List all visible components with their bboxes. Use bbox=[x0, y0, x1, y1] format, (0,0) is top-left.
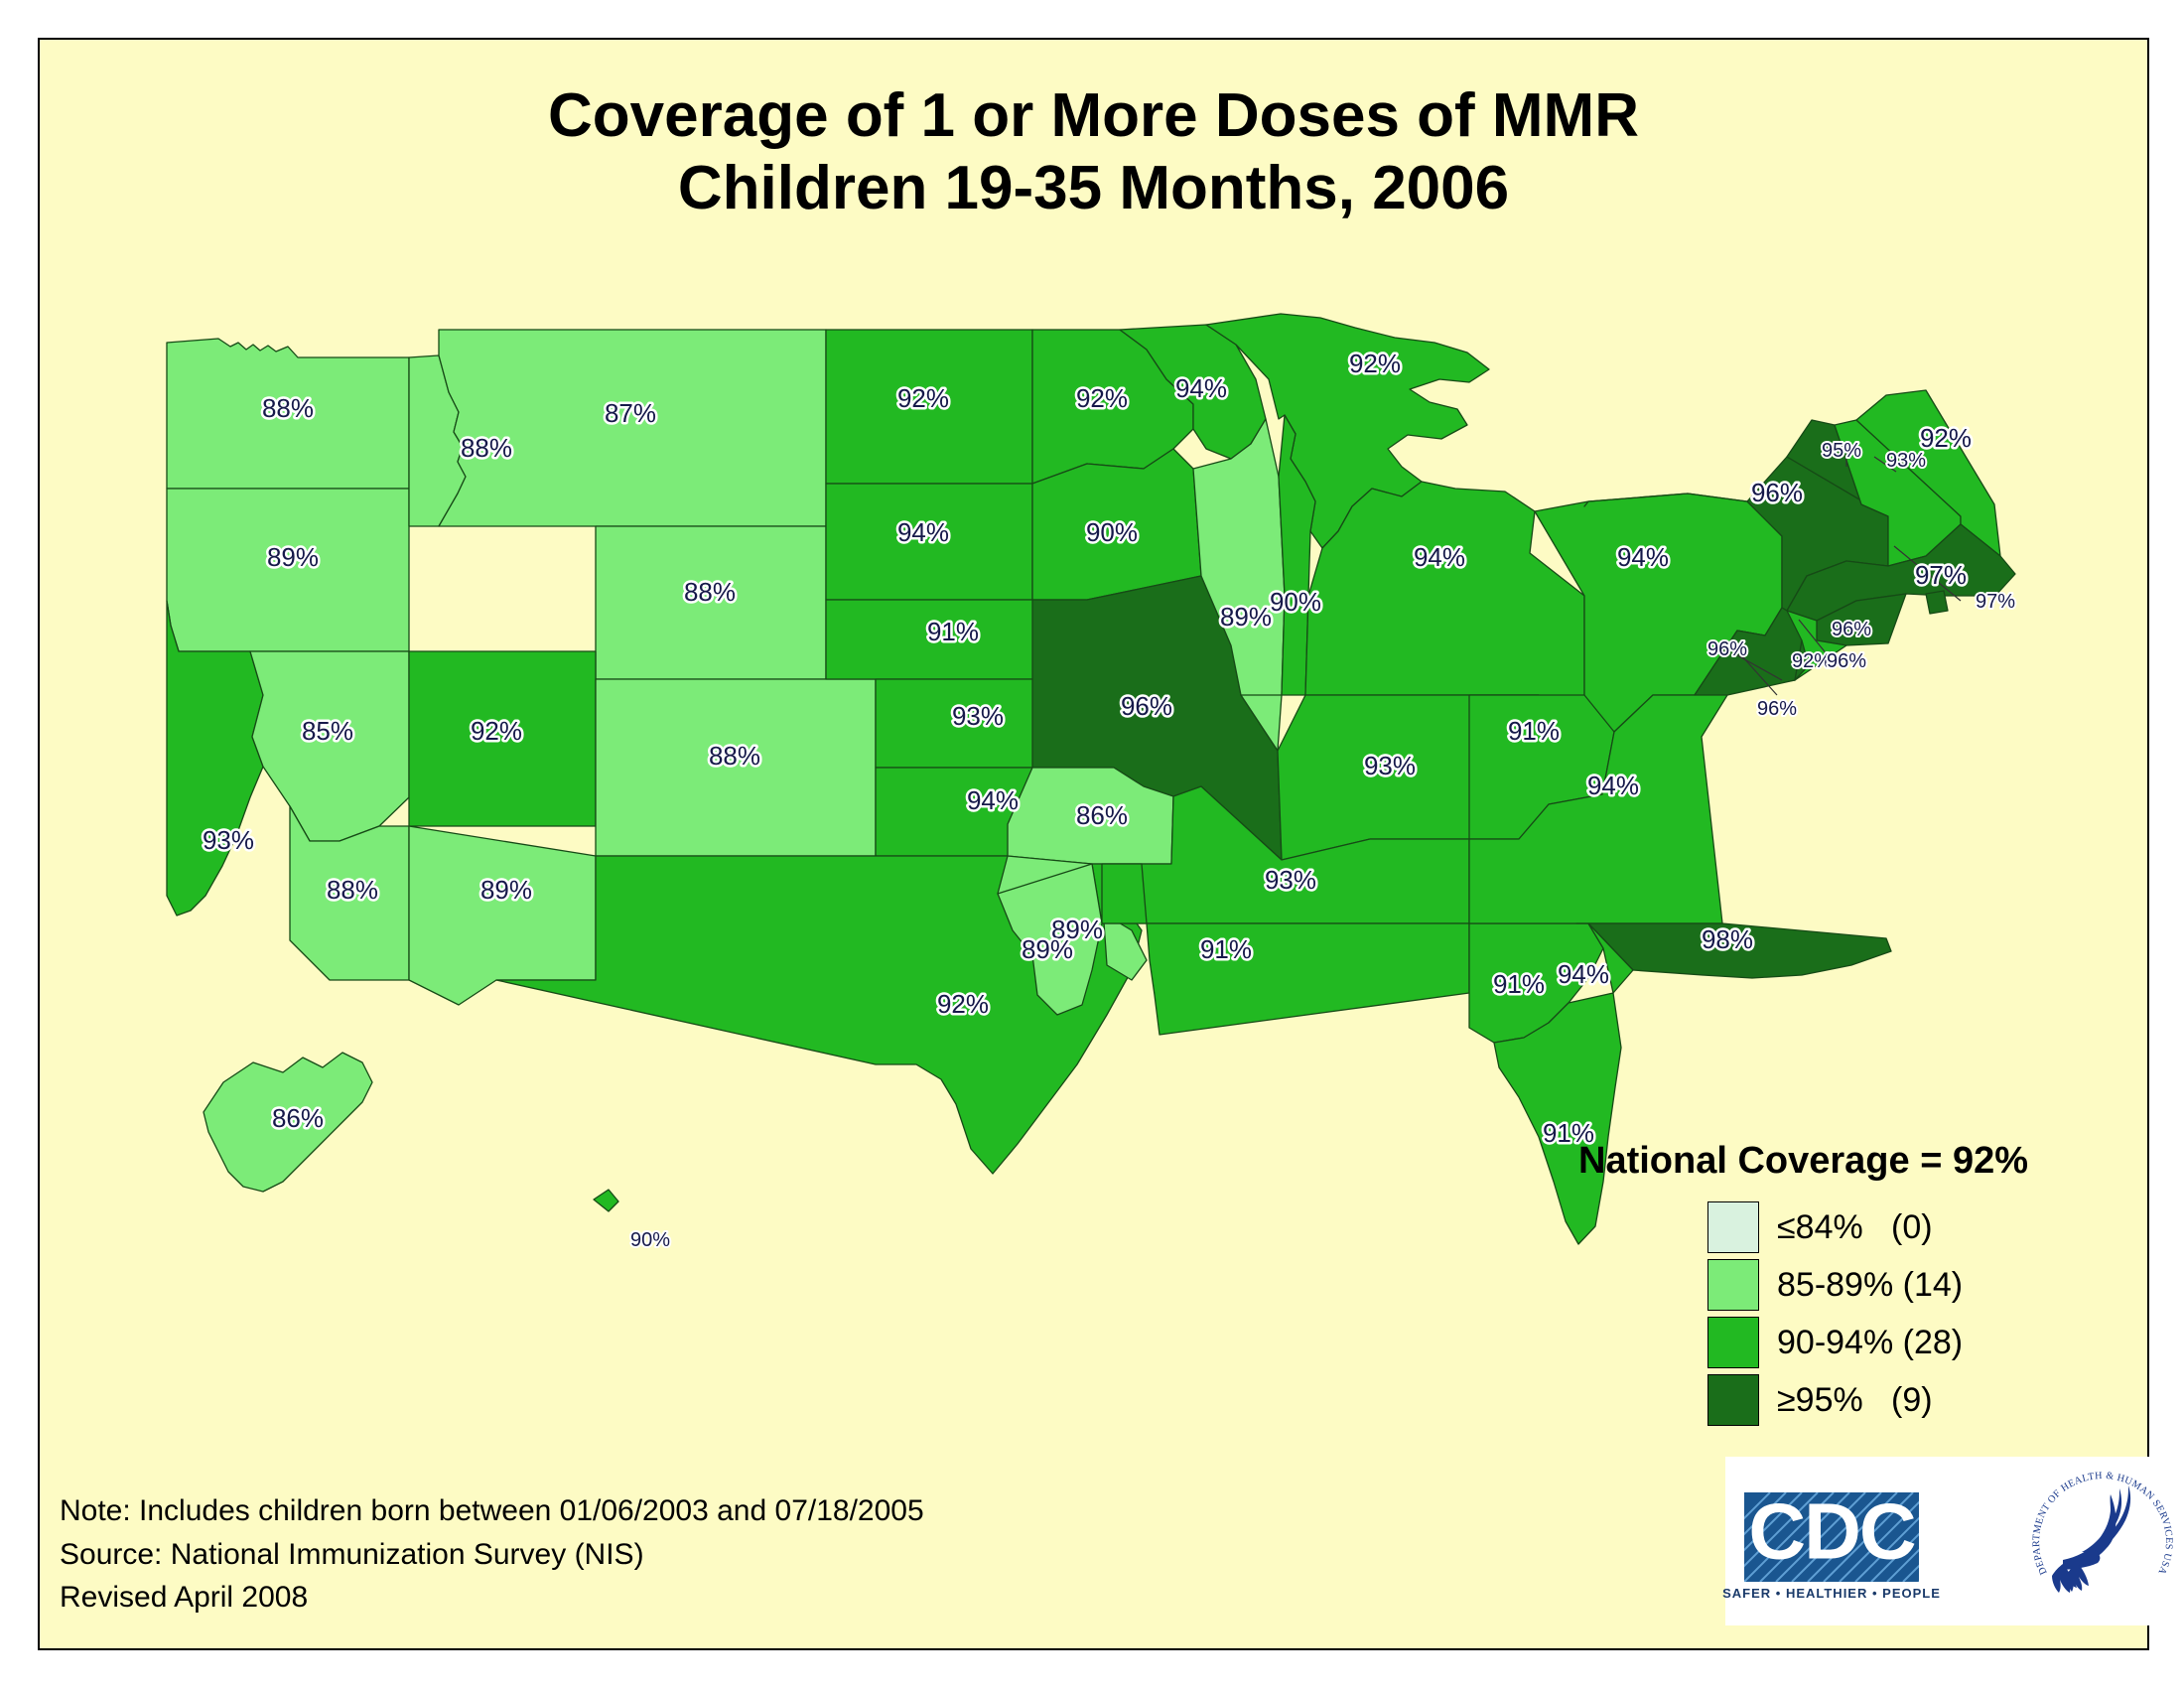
svg-text:CDC: CDC bbox=[1748, 1487, 1915, 1576]
svg-text:SAFER • HEALTHIER • PEOPLE: SAFER • HEALTHIER • PEOPLE bbox=[1722, 1586, 1941, 1601]
